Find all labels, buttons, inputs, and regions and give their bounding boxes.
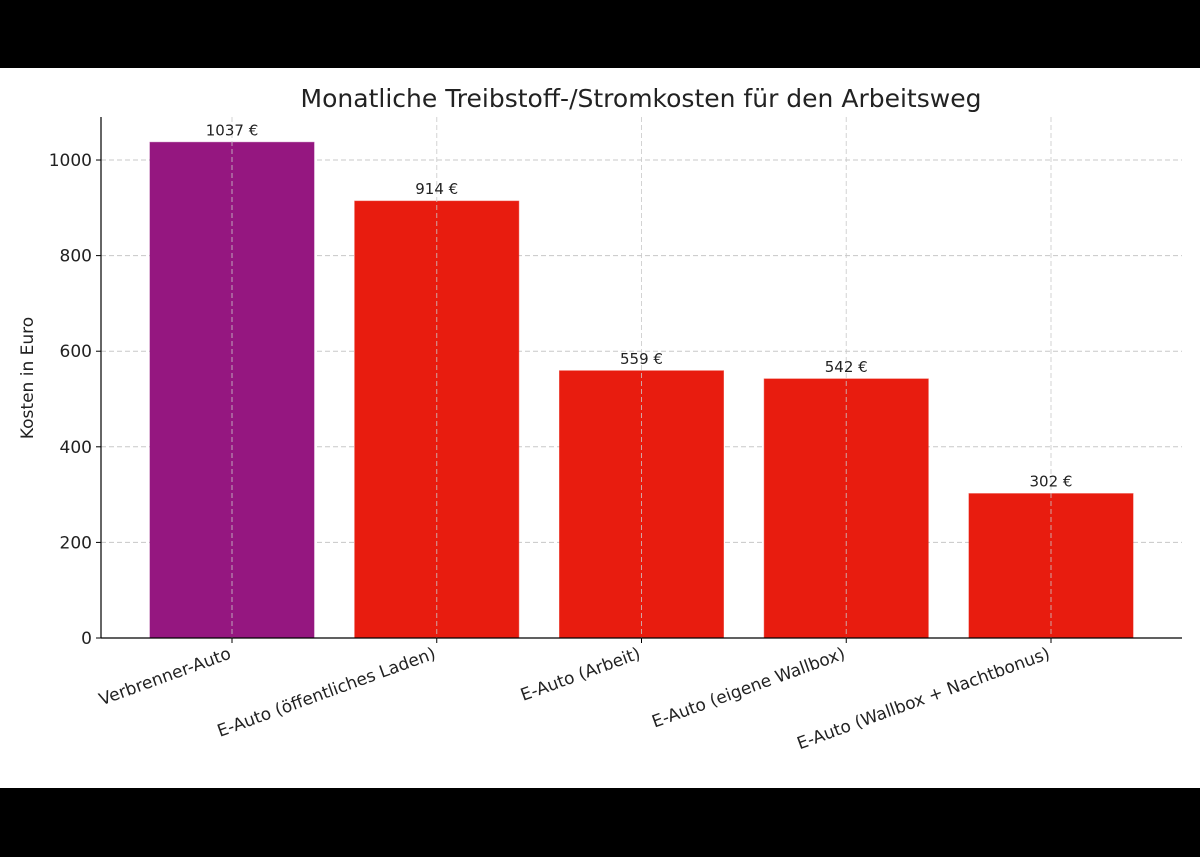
data-label: 1037 €: [206, 121, 259, 139]
y-axis-label: Kosten in Euro: [18, 317, 38, 439]
data-label: 302 €: [1030, 473, 1073, 491]
axes: [96, 117, 1182, 643]
bar: [763, 378, 929, 639]
y-tick-label: 0: [81, 629, 92, 649]
y-tick-label: 600: [60, 342, 92, 362]
data-label: 542 €: [825, 358, 868, 376]
data-label: 914 €: [415, 180, 458, 198]
bar: [354, 200, 520, 639]
y-tick-label: 1000: [49, 151, 92, 171]
data-label: 559 €: [620, 350, 663, 368]
vertical-grid: [231, 117, 1052, 638]
y-tick-label: 400: [60, 438, 92, 458]
y-tick-label: 800: [60, 247, 92, 267]
y-tick-label: 200: [60, 533, 92, 553]
chart-title: Monatliche Treibstoff-/Stromkosten für d…: [301, 84, 982, 113]
